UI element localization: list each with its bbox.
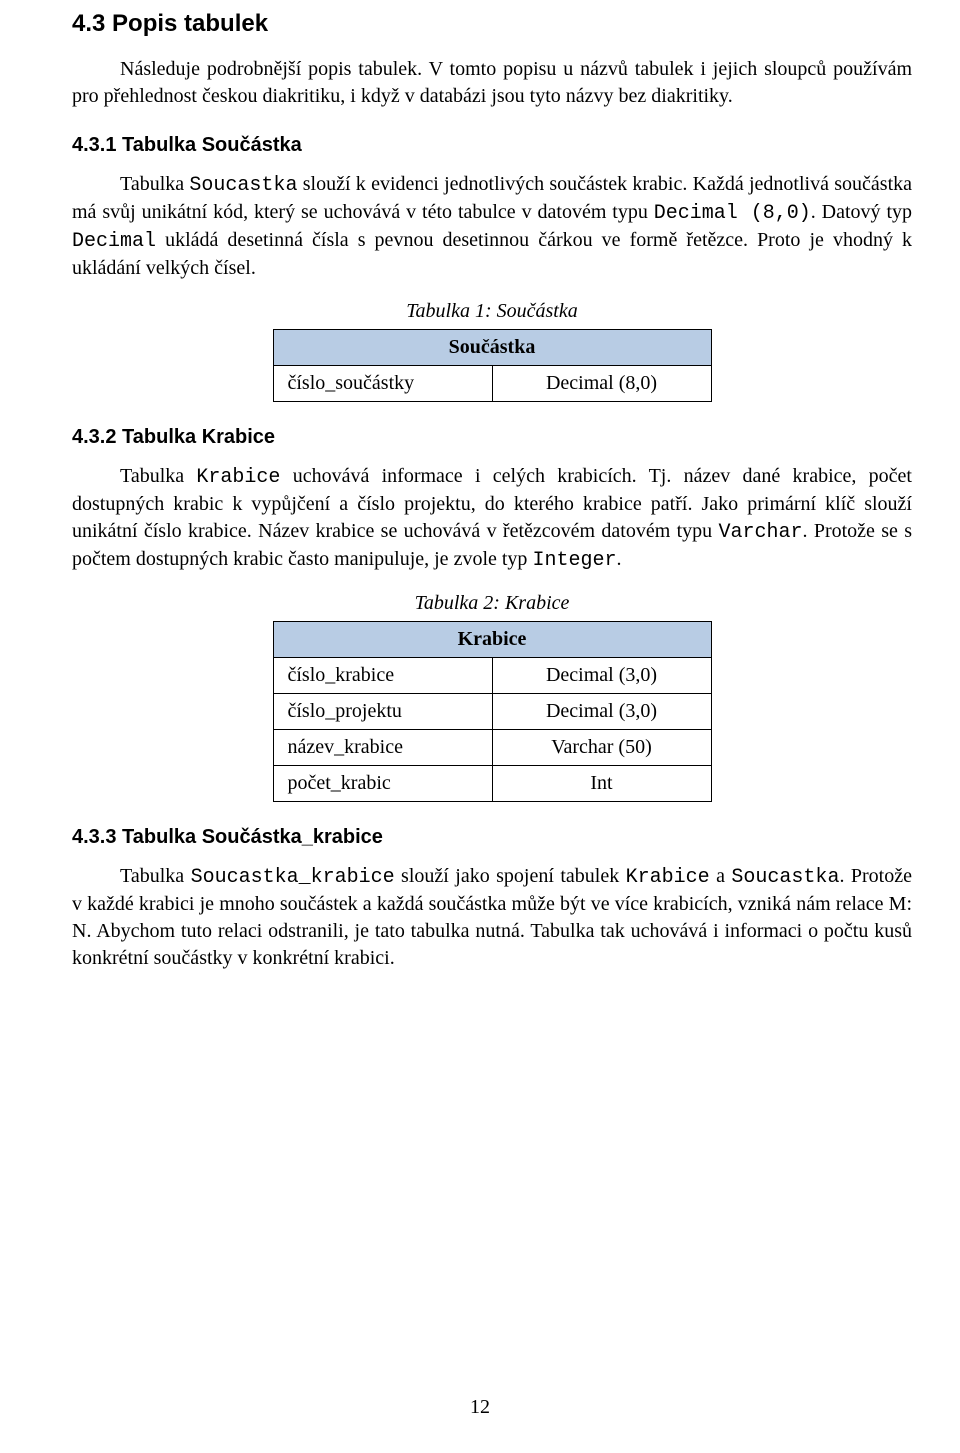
paragraph-intro: Následuje podrobnější popis tabulek. V t… bbox=[72, 56, 912, 110]
table-cell: Decimal (3,0) bbox=[492, 694, 711, 730]
heading-tabulka-krabice: 4.3.2 Tabulka Krabice bbox=[72, 426, 912, 449]
table-row: počet_krabic Int bbox=[273, 766, 711, 802]
table-soucastka: Součástka číslo_součástky Decimal (8,0) bbox=[273, 329, 712, 402]
table-row: název_krabice Varchar (50) bbox=[273, 730, 711, 766]
text: a bbox=[710, 865, 732, 887]
table-krabice: Krabice číslo_krabice Decimal (3,0) čísl… bbox=[273, 621, 712, 802]
table-row: číslo_krabice Decimal (3,0) bbox=[273, 658, 711, 694]
text: . bbox=[616, 548, 621, 570]
table-row: číslo_projektu Decimal (3,0) bbox=[273, 694, 711, 730]
table1-header: Součástka bbox=[273, 330, 711, 366]
table-cell: Decimal (8,0) bbox=[492, 366, 711, 402]
code-decimal-8-0: Decimal (8,0) bbox=[654, 202, 811, 225]
table-header-row: Součástka bbox=[273, 330, 711, 366]
page-number: 12 bbox=[0, 1396, 960, 1419]
heading-tabulka-soucastka: 4.3.1 Tabulka Součástka bbox=[72, 134, 912, 157]
text: . Datový typ bbox=[811, 201, 912, 223]
heading-tabulka-soucastka-krabice: 4.3.3 Tabulka Součástka_krabice bbox=[72, 826, 912, 849]
page: 4.3 Popis tabulek Následuje podrobnější … bbox=[0, 0, 960, 1453]
table-cell: Int bbox=[492, 766, 711, 802]
table1-caption: Tabulka 1: Součástka bbox=[72, 300, 912, 323]
heading-popis-tabulek: 4.3 Popis tabulek bbox=[72, 10, 912, 38]
table2-caption: Tabulka 2: Krabice bbox=[72, 592, 912, 615]
code-varchar: Varchar bbox=[718, 521, 802, 544]
code-integer: Integer bbox=[532, 549, 616, 572]
code-soucastka: Soucastka bbox=[731, 866, 839, 889]
code-decimal: Decimal bbox=[72, 230, 156, 253]
table-cell: počet_krabic bbox=[273, 766, 492, 802]
paragraph-soucastka: Tabulka Soucastka slouží k evidenci jedn… bbox=[72, 171, 912, 282]
text: slouží jako spojení tabulek bbox=[395, 865, 626, 887]
text: Tabulka bbox=[120, 465, 196, 487]
table-cell: název_krabice bbox=[273, 730, 492, 766]
table-cell: Varchar (50) bbox=[492, 730, 711, 766]
text: ukládá desetinná čísla s pevnou desetinn… bbox=[72, 229, 912, 279]
table-cell: číslo_součástky bbox=[273, 366, 492, 402]
table-cell: Decimal (3,0) bbox=[492, 658, 711, 694]
table-cell: číslo_krabice bbox=[273, 658, 492, 694]
code-krabice: Krabice bbox=[196, 466, 280, 489]
paragraph-soucastka-krabice: Tabulka Soucastka_krabice slouží jako sp… bbox=[72, 863, 912, 972]
code-krabice: Krabice bbox=[626, 866, 710, 889]
paragraph-krabice: Tabulka Krabice uchovává informace i cel… bbox=[72, 463, 912, 574]
text: Tabulka bbox=[120, 173, 189, 195]
table-row: číslo_součástky Decimal (8,0) bbox=[273, 366, 711, 402]
text: Tabulka bbox=[120, 865, 191, 887]
table2-header: Krabice bbox=[273, 622, 711, 658]
code-soucastka: Soucastka bbox=[189, 174, 297, 197]
table-header-row: Krabice bbox=[273, 622, 711, 658]
code-soucastka-krabice: Soucastka_krabice bbox=[191, 866, 395, 889]
table-cell: číslo_projektu bbox=[273, 694, 492, 730]
